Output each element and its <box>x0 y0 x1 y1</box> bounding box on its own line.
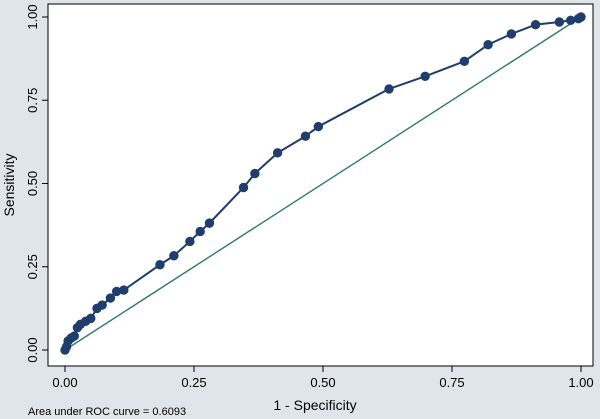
roc-point <box>195 226 205 237</box>
roc-point <box>506 29 517 39</box>
reference-line-layer <box>64 16 582 351</box>
y-tick-label: 0.25 <box>25 254 40 279</box>
roc-point <box>565 15 576 26</box>
roc-point <box>554 17 565 27</box>
y-tick-label: 0.00 <box>25 337 40 362</box>
x-tick-label: 0.50 <box>310 375 335 390</box>
x-axis: 0.00 0.25 0.50 0.75 1.00 <box>52 366 594 390</box>
roc-point <box>420 71 430 81</box>
reference-line <box>64 16 582 351</box>
roc-point <box>272 148 283 158</box>
roc-point <box>185 236 195 247</box>
y-tick-label: 0.75 <box>25 88 40 113</box>
roc-point <box>119 285 129 295</box>
y-tick-label: 0.50 <box>25 171 40 196</box>
roc-point <box>250 168 260 179</box>
roc-point <box>313 121 324 132</box>
roc-point <box>459 56 470 66</box>
x-tick-label: 0.00 <box>52 375 77 390</box>
roc-point <box>86 313 96 324</box>
x-axis-title: 1 - Specificity <box>273 397 356 413</box>
x-tick-label: 0.25 <box>181 375 206 390</box>
x-tick-label: 0.75 <box>439 375 464 390</box>
roc-point <box>69 331 79 341</box>
roc-series-layer <box>60 12 586 355</box>
roc-point <box>384 84 394 94</box>
y-axis: 0.00 0.25 0.50 0.75 1.00 <box>25 4 48 363</box>
roc-point <box>576 12 586 22</box>
roc-point <box>238 182 249 193</box>
x-tick-label: 1.00 <box>568 375 593 390</box>
y-tick-label: 1.00 <box>25 4 40 29</box>
roc-point <box>169 251 179 261</box>
roc-point <box>530 19 541 30</box>
y-axis-title: Sensitivity <box>1 153 17 216</box>
roc-point <box>155 260 165 270</box>
roc-point <box>105 293 116 303</box>
roc-point <box>204 218 215 228</box>
roc-point <box>300 131 311 141</box>
auc-note: Area under ROC curve = 0.6093 <box>28 406 186 418</box>
roc-point <box>97 300 107 310</box>
roc-point <box>483 39 493 50</box>
